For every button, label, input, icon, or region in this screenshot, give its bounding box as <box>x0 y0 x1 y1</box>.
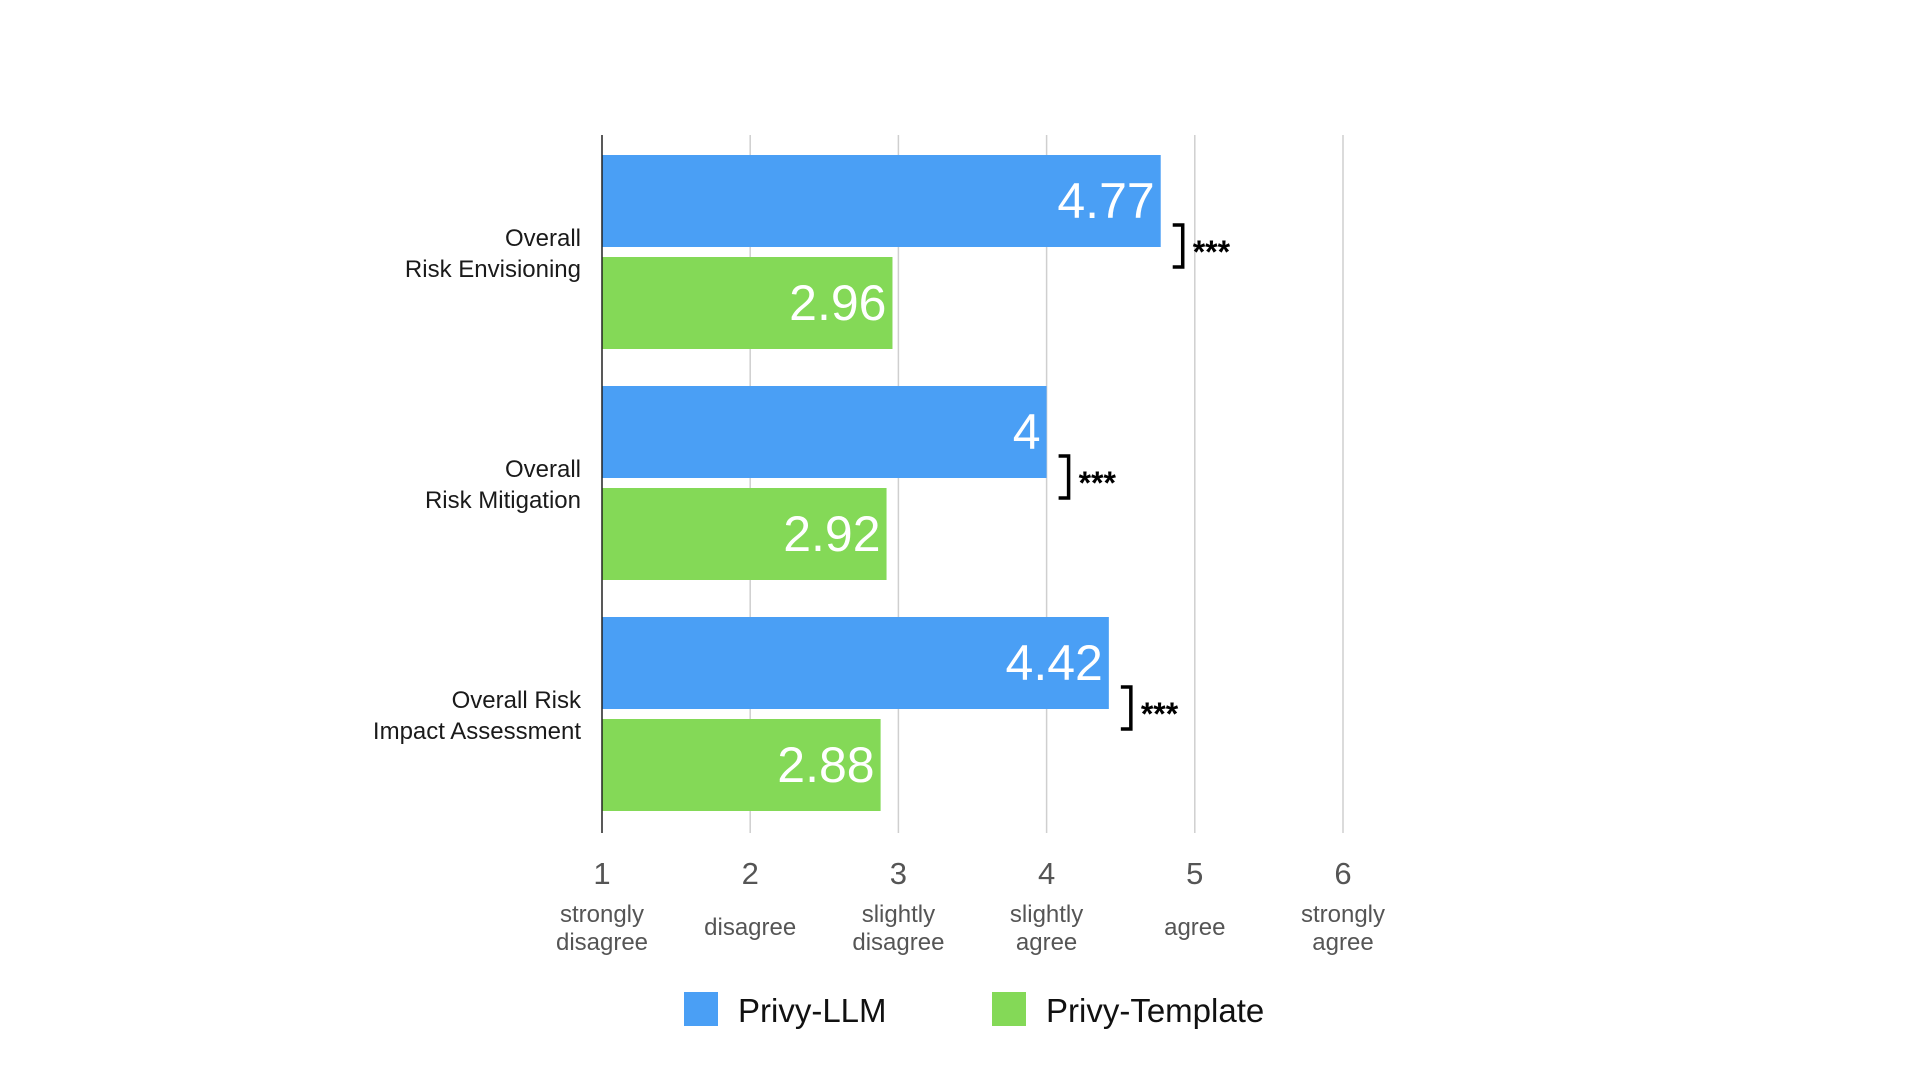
x-tick-label-line: slightly <box>862 901 935 928</box>
bar-privy-template-3 <box>602 719 881 811</box>
bar-privy-template-1 <box>602 257 893 349</box>
bar-privy-llm-1 <box>602 155 1161 247</box>
x-tick-label-5: agree <box>1164 914 1225 941</box>
x-tick-label-line: disagree <box>704 914 796 941</box>
bar-value-label-privy-template-2: 2.92 <box>783 506 880 562</box>
x-tick-number-1: 1 <box>593 856 610 891</box>
bar-value-label-privy-llm-3: 4.42 <box>1006 635 1103 691</box>
x-tick-label-line: strongly <box>1301 901 1385 928</box>
x-tick-label-4: slightly agree <box>1010 901 1083 956</box>
x-tick-label-line: slightly <box>1010 901 1083 928</box>
significance-marker-2: *** <box>1079 465 1117 501</box>
category-label-line: Overall <box>505 225 581 252</box>
legend-label-privy-template: Privy-Template <box>1046 992 1264 1029</box>
x-tick-label-3: slightly disagree <box>852 901 944 956</box>
bar-privy-llm-3 <box>602 617 1109 709</box>
significance-marker-3: *** <box>1141 696 1179 732</box>
significance-bracket-1 <box>1172 223 1185 269</box>
x-tick-label-line: disagree <box>556 929 648 956</box>
x-tick-label-line: agree <box>1164 914 1225 941</box>
bar-value-label-privy-llm-1: 4.77 <box>1057 173 1154 229</box>
x-tick-label-line: agree <box>1312 929 1373 956</box>
x-tick-label-6: strongly agree <box>1301 901 1385 956</box>
category-label-3: Overall Risk Impact Assessment <box>373 687 582 745</box>
significance-bracket-2 <box>1058 454 1071 500</box>
category-label-1: Overall Risk Envisioning <box>405 225 581 283</box>
significance-marker-1: *** <box>1193 234 1231 270</box>
significance-bracket-3 <box>1120 685 1133 731</box>
x-tick-number-2: 2 <box>742 856 759 891</box>
category-label-line: Overall Risk <box>452 687 582 714</box>
category-label-line: Overall <box>505 456 581 483</box>
x-tick-number-6: 6 <box>1334 856 1351 891</box>
bar-privy-llm-2 <box>602 386 1047 478</box>
category-label-2: Overall Risk Mitigation <box>425 456 581 514</box>
bar-privy-template-2 <box>602 488 887 580</box>
x-tick-label-line: disagree <box>852 929 944 956</box>
x-tick-label-line: strongly <box>560 901 644 928</box>
x-tick-number-4: 4 <box>1038 856 1055 891</box>
bar-value-label-privy-template-1: 2.96 <box>789 275 886 331</box>
x-tick-number-3: 3 <box>890 856 907 891</box>
category-label-line: Risk Mitigation <box>425 487 581 514</box>
legend-swatch-privy-llm <box>684 992 718 1026</box>
x-tick-label-1: strongly disagree <box>556 901 648 956</box>
category-label-line: Impact Assessment <box>373 718 581 745</box>
x-tick-label-2: disagree <box>704 914 796 941</box>
x-tick-number-5: 5 <box>1186 856 1203 891</box>
bar-value-label-privy-llm-2: 4 <box>1013 404 1041 460</box>
bar-value-label-privy-template-3: 2.88 <box>777 737 874 793</box>
legend-label-privy-llm: Privy-LLM <box>738 992 887 1029</box>
category-label-line: Risk Envisioning <box>405 256 581 283</box>
legend-swatch-privy-template <box>992 992 1026 1026</box>
x-tick-label-line: agree <box>1016 929 1077 956</box>
